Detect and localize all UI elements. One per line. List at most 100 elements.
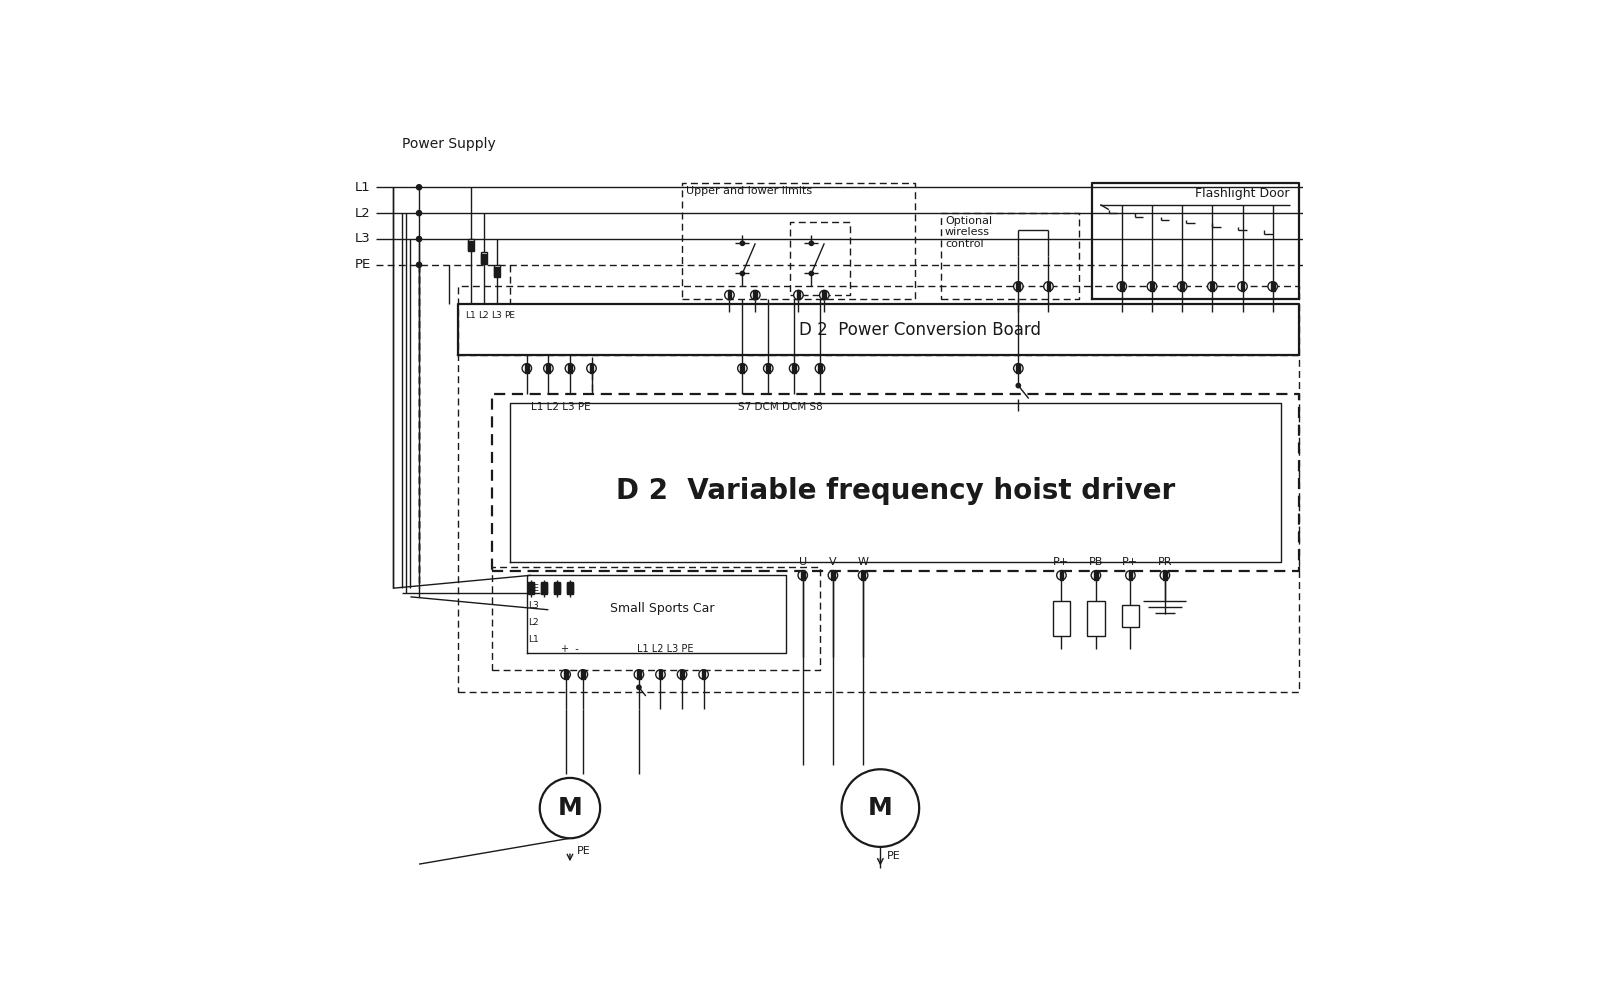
- Circle shape: [816, 364, 824, 373]
- Bar: [1016, 282, 1021, 291]
- Text: L1 L2 L3 PE: L1 L2 L3 PE: [531, 402, 590, 412]
- Text: PB: PB: [1088, 557, 1102, 567]
- Text: Upper and lower limits: Upper and lower limits: [686, 186, 813, 196]
- Bar: [1122, 605, 1139, 627]
- Circle shape: [637, 685, 642, 690]
- Text: L1: L1: [466, 311, 477, 320]
- Bar: [1163, 571, 1166, 580]
- Text: +  -: + -: [562, 644, 579, 654]
- Bar: [581, 670, 584, 679]
- Text: M: M: [867, 796, 893, 820]
- Bar: [566, 582, 573, 594]
- Bar: [1211, 282, 1214, 291]
- Text: PE: PE: [504, 311, 515, 320]
- Circle shape: [725, 290, 734, 300]
- Circle shape: [842, 769, 918, 847]
- Circle shape: [522, 364, 531, 373]
- Bar: [467, 239, 474, 251]
- Bar: [1094, 571, 1098, 580]
- Bar: [541, 583, 547, 593]
- Text: W: W: [858, 557, 869, 567]
- Bar: [1046, 282, 1050, 291]
- Circle shape: [789, 364, 798, 373]
- Bar: [818, 364, 822, 373]
- Circle shape: [794, 290, 803, 300]
- Bar: [830, 571, 835, 580]
- Circle shape: [699, 670, 709, 679]
- Text: L1: L1: [354, 181, 370, 194]
- Circle shape: [819, 290, 829, 300]
- Circle shape: [1091, 571, 1101, 580]
- Bar: [1270, 282, 1275, 291]
- Text: PE: PE: [528, 584, 539, 593]
- Bar: [741, 364, 744, 373]
- Text: Flashlight Door: Flashlight Door: [1195, 187, 1290, 200]
- Bar: [792, 364, 797, 373]
- Bar: [861, 571, 866, 580]
- Circle shape: [741, 271, 744, 276]
- Bar: [1059, 571, 1064, 580]
- Circle shape: [578, 670, 587, 679]
- Circle shape: [1267, 282, 1277, 291]
- Bar: [797, 291, 800, 299]
- Bar: [1016, 364, 1021, 373]
- Text: D 2  Power Conversion Board: D 2 Power Conversion Board: [800, 321, 1042, 339]
- Circle shape: [677, 670, 686, 679]
- Text: D 2  Variable frequency hoist driver: D 2 Variable frequency hoist driver: [616, 477, 1174, 505]
- Bar: [547, 364, 550, 373]
- Text: Optional
wireless
control: Optional wireless control: [946, 216, 992, 249]
- Bar: [563, 670, 568, 679]
- Text: Power Supply: Power Supply: [402, 137, 496, 151]
- Text: PE: PE: [578, 846, 590, 856]
- Bar: [637, 670, 642, 679]
- Bar: [528, 582, 534, 594]
- Circle shape: [416, 211, 422, 216]
- Bar: [766, 364, 770, 373]
- Bar: [541, 582, 547, 594]
- Text: PR: PR: [1158, 557, 1173, 567]
- Bar: [555, 583, 560, 593]
- Circle shape: [416, 262, 422, 267]
- Circle shape: [810, 241, 813, 245]
- Bar: [1240, 282, 1245, 291]
- Bar: [702, 670, 706, 679]
- Text: U: U: [798, 557, 806, 567]
- Bar: [568, 583, 573, 593]
- Circle shape: [544, 364, 554, 373]
- Circle shape: [1126, 571, 1134, 580]
- Circle shape: [1147, 282, 1157, 291]
- Bar: [1088, 601, 1104, 636]
- Text: Small Sports Car: Small Sports Car: [611, 602, 715, 615]
- Text: PE: PE: [354, 258, 371, 271]
- Bar: [802, 571, 805, 580]
- Circle shape: [1178, 282, 1187, 291]
- Bar: [525, 364, 528, 373]
- Bar: [528, 583, 534, 593]
- Text: L1: L1: [528, 635, 539, 644]
- Bar: [482, 254, 486, 263]
- Circle shape: [416, 236, 422, 242]
- Bar: [568, 364, 571, 373]
- Bar: [554, 582, 560, 594]
- Circle shape: [738, 364, 747, 373]
- Circle shape: [539, 778, 600, 838]
- Circle shape: [416, 185, 422, 190]
- Circle shape: [750, 290, 760, 300]
- Circle shape: [858, 571, 867, 580]
- Circle shape: [810, 271, 813, 276]
- Circle shape: [562, 670, 570, 679]
- Circle shape: [565, 364, 574, 373]
- Circle shape: [1016, 383, 1021, 388]
- Text: P+: P+: [1122, 557, 1139, 567]
- Bar: [1150, 282, 1154, 291]
- Circle shape: [763, 364, 773, 373]
- Bar: [659, 670, 662, 679]
- Text: L3: L3: [528, 601, 539, 610]
- Text: V: V: [829, 557, 837, 567]
- Text: L2: L2: [528, 618, 539, 627]
- Bar: [1128, 571, 1133, 580]
- Text: M: M: [557, 796, 582, 820]
- Circle shape: [1208, 282, 1218, 291]
- Bar: [469, 241, 474, 250]
- Circle shape: [1160, 571, 1170, 580]
